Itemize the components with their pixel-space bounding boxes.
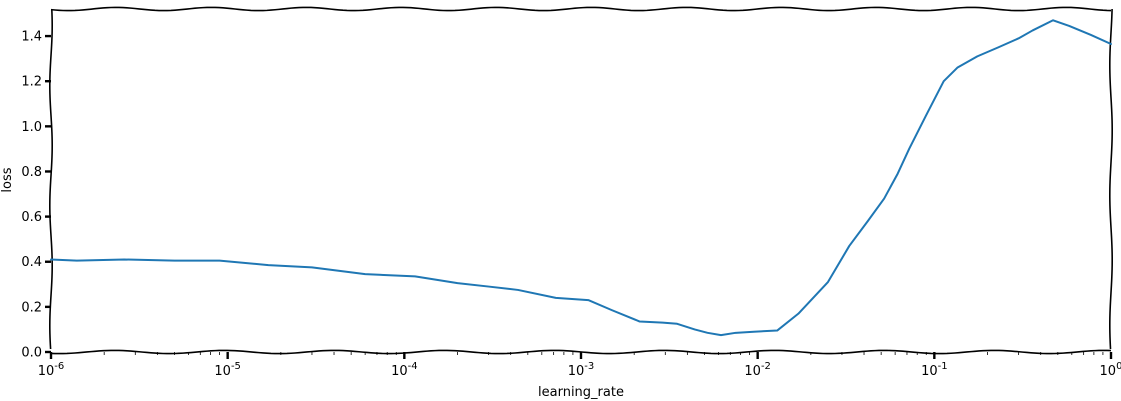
y-tick-label: 0.4 [21, 255, 42, 270]
loss-series-line [50, 19, 1112, 337]
y-axis-ticks: 0.0 0.2 0.4 0.6 0.8 1.0 1.2 1.4 [21, 30, 51, 361]
x-tick-label: 10-4 [391, 361, 418, 379]
frame-right [1108, 8, 1114, 350]
y-tick-label: 1.0 [21, 120, 42, 135]
frame-left [48, 8, 54, 350]
y-tick-label: 1.2 [21, 75, 42, 90]
x-axis-title: learning_rate [538, 385, 624, 400]
y-tick-label: 0.2 [21, 300, 42, 315]
y-axis-title: loss [0, 167, 15, 192]
x-tick-label: 100 [1100, 361, 1121, 379]
y-tick-label: 0.6 [21, 210, 42, 225]
x-tick-label: 10-5 [214, 361, 241, 379]
series-layer [50, 19, 1112, 337]
y-tick-label: 0.8 [21, 165, 42, 180]
x-tick-label: 10-6 [38, 361, 65, 379]
x-tick-label: 10-3 [568, 361, 595, 379]
y-tick-label: 1.4 [21, 30, 42, 45]
x-tick-label: 10-1 [921, 361, 948, 379]
x-tick-label: 10-2 [744, 361, 771, 379]
x-axis-ticks: 10-6 10-5 10-4 10-3 10-2 10-1 100 [38, 352, 1121, 379]
plot-frame [48, 6, 1114, 355]
y-tick-label: 0.0 [21, 346, 42, 361]
frame-top [50, 6, 1112, 12]
